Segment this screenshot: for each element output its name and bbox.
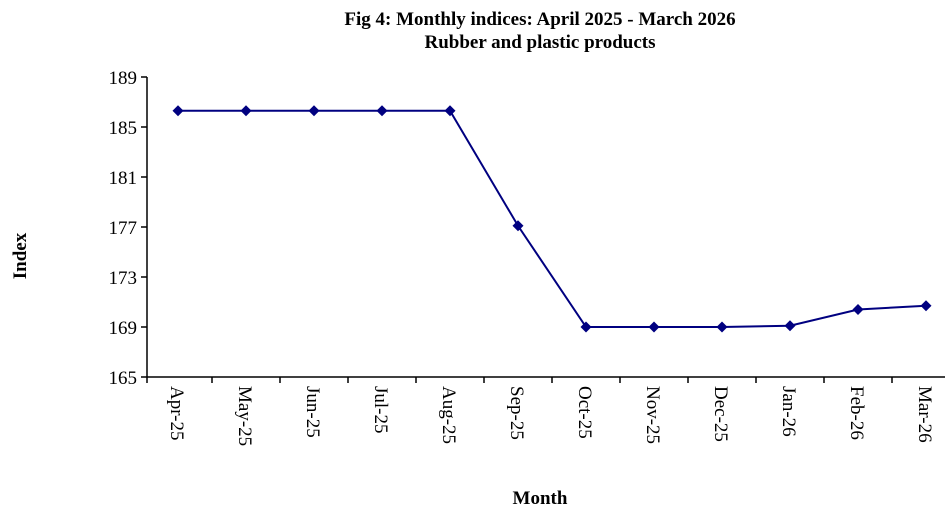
x-tick-label: Jun-25	[302, 386, 323, 438]
point	[376, 105, 388, 117]
x-tick-label: Mar-26	[914, 386, 935, 443]
x-axis-label: Month	[513, 488, 568, 509]
point	[512, 220, 524, 232]
chart-title: Fig 4: Monthly indices: April 2025 - Mar…	[344, 9, 735, 30]
y-tick-label: 185	[109, 118, 138, 139]
chart-subtitle: Rubber and plastic products	[424, 32, 655, 53]
x-tick-label: Jan-26	[778, 386, 799, 437]
y-tick-label: 173	[109, 268, 138, 289]
x-tick-label: Aug-25	[438, 386, 459, 444]
point	[784, 320, 796, 332]
y-tick-label: 165	[109, 368, 138, 389]
point	[852, 304, 864, 315]
x-tick-label: Jul-25	[370, 386, 391, 434]
x-tick-label: Oct-25	[574, 386, 595, 439]
point	[580, 321, 592, 333]
y-tick-label: 169	[109, 318, 138, 339]
point	[716, 321, 728, 333]
x-tick-label: Feb-26	[846, 386, 867, 440]
y-tick-label: 177	[109, 218, 138, 239]
point	[648, 321, 660, 333]
point	[444, 105, 456, 117]
series-line	[178, 109, 927, 328]
y-axis-label: Index	[10, 232, 31, 279]
x-tick-label: Nov-25	[642, 386, 663, 444]
x-tick-label: Apr-25	[166, 386, 187, 441]
x-tick-label: Dec-25	[710, 386, 731, 442]
point	[308, 105, 320, 117]
x-tick-label: Sep-25	[506, 386, 527, 440]
point	[920, 300, 932, 312]
y-tick-label: 189	[109, 68, 138, 89]
x-tick-label: May-25	[234, 386, 255, 446]
point	[172, 105, 184, 117]
point	[240, 105, 252, 117]
y-tick-label: 181	[109, 168, 138, 189]
